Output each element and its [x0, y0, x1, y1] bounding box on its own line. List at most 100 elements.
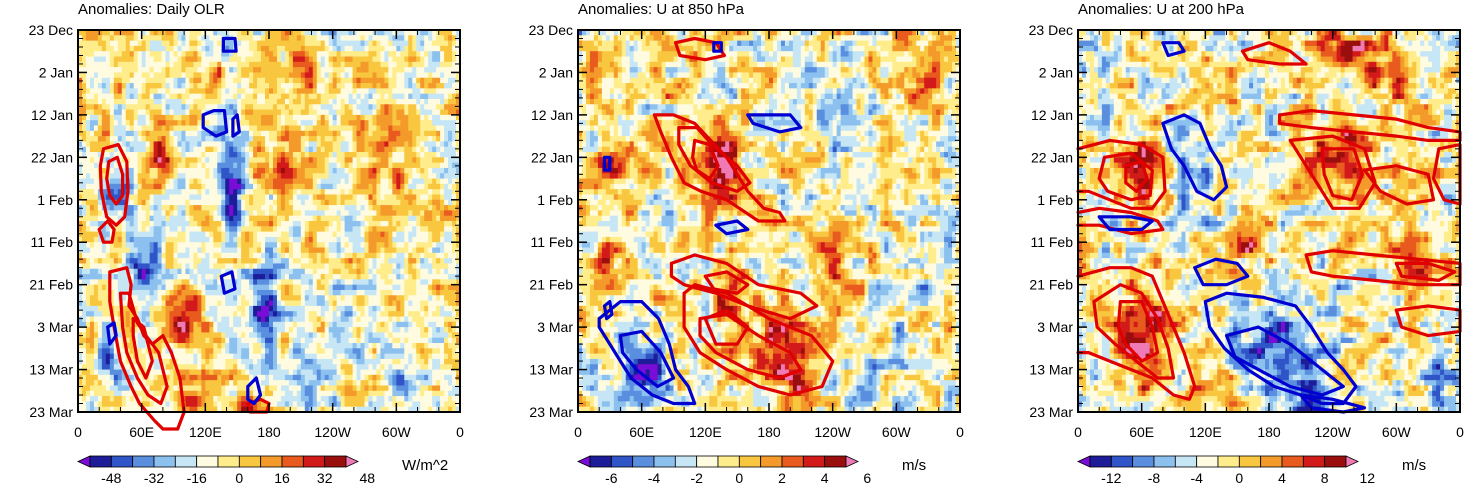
heatmap-cell [193, 136, 198, 142]
heatmap-cell [90, 194, 95, 200]
heatmap-cell [285, 152, 290, 158]
heatmap-cell [185, 147, 190, 153]
heatmap-cell [396, 99, 401, 105]
heatmap-cell [321, 147, 326, 153]
heatmap-cell [345, 200, 350, 206]
heatmap-cell [209, 120, 214, 126]
heatmap-cell [388, 301, 393, 307]
heatmap-cell [349, 147, 354, 153]
heatmap-cell [420, 147, 425, 153]
heatmap-cell [213, 115, 218, 121]
heatmap-cell [126, 72, 131, 78]
heatmap-cell [297, 263, 302, 269]
heatmap-cell [150, 168, 155, 174]
heatmap-cell [372, 205, 377, 211]
heatmap-cell [380, 216, 385, 222]
heatmap-cell [150, 290, 155, 296]
heatmap-cell [404, 237, 409, 243]
heatmap-cell [329, 157, 334, 163]
heatmap-cell [205, 248, 210, 254]
heatmap-cell [420, 274, 425, 280]
heatmap-cell [90, 184, 95, 190]
heatmap-cell [193, 83, 198, 89]
heatmap-cell [353, 253, 358, 259]
heatmap-cell [142, 248, 147, 254]
heatmap-cell [221, 78, 226, 84]
heatmap-cell [380, 179, 385, 185]
heatmap-cell [126, 253, 131, 259]
heatmap-cell [384, 104, 389, 110]
heatmap-cell [400, 35, 405, 41]
heatmap-cell [269, 226, 274, 232]
heatmap-cell [142, 120, 147, 126]
heatmap-cell [217, 194, 222, 200]
heatmap-cell [94, 274, 99, 280]
heatmap-cell [98, 110, 103, 116]
heatmap-cell [177, 285, 182, 291]
heatmap-cell [193, 263, 198, 269]
heatmap-cell [261, 274, 266, 280]
heatmap-cell [217, 62, 222, 68]
heatmap-cell [285, 184, 290, 190]
heatmap-cell [273, 210, 278, 216]
heatmap-cell [221, 210, 226, 216]
heatmap-cell [309, 62, 314, 68]
heatmap-cell [333, 253, 338, 259]
heatmap-cell [289, 237, 294, 243]
heatmap-cell [158, 232, 163, 238]
heatmap-cell [185, 248, 190, 254]
heatmap-cell [396, 62, 401, 68]
heatmap-cell [213, 78, 218, 84]
heatmap-cell [408, 110, 413, 116]
heatmap-cell [197, 62, 202, 68]
heatmap-cell [273, 168, 278, 174]
heatmap-cell [86, 126, 91, 132]
heatmap-cell [201, 51, 206, 57]
heatmap-cell [189, 152, 194, 158]
heatmap-cell [205, 72, 210, 78]
heatmap-cell [436, 216, 441, 222]
heatmap-cell [257, 110, 262, 116]
heatmap-cell [142, 99, 147, 105]
heatmap-cell [233, 57, 238, 63]
heatmap-cell [372, 131, 377, 137]
heatmap-cell [384, 290, 389, 296]
heatmap-cell [174, 290, 179, 296]
heatmap-cell [452, 147, 457, 153]
heatmap-cell [154, 51, 159, 57]
heatmap-cell [388, 232, 393, 238]
heatmap-cell [345, 285, 350, 291]
heatmap-cell [114, 285, 119, 291]
heatmap-cell [102, 248, 107, 254]
heatmap-cell [309, 248, 314, 254]
heatmap-cell [205, 141, 210, 147]
heatmap-cell [444, 269, 449, 275]
heatmap-cell [305, 126, 310, 132]
heatmap-cell [432, 184, 437, 190]
heatmap-cell [189, 72, 194, 78]
heatmap-cell [217, 168, 222, 174]
heatmap-cell [353, 57, 358, 63]
heatmap-cell [428, 242, 433, 248]
heatmap-cell [372, 189, 377, 195]
heatmap-cell [158, 46, 163, 52]
heatmap-cell [241, 67, 246, 73]
heatmap-cell [372, 248, 377, 254]
heatmap-cell [197, 237, 202, 243]
heatmap-cell [177, 221, 182, 227]
heatmap-cell [273, 232, 278, 238]
heatmap-cell [333, 41, 338, 47]
heatmap-cell [265, 226, 270, 232]
heatmap-cell [126, 226, 131, 232]
heatmap-cell [388, 157, 393, 163]
heatmap-cell [217, 115, 222, 121]
heatmap-cell [98, 258, 103, 264]
heatmap-cell [317, 136, 322, 142]
heatmap-cell [94, 295, 99, 301]
heatmap-cell [245, 194, 250, 200]
heatmap-cell [392, 285, 397, 291]
heatmap-cell [146, 41, 151, 47]
heatmap-cell [241, 136, 246, 142]
heatmap-cell [158, 194, 163, 200]
heatmap-cell [285, 248, 290, 254]
